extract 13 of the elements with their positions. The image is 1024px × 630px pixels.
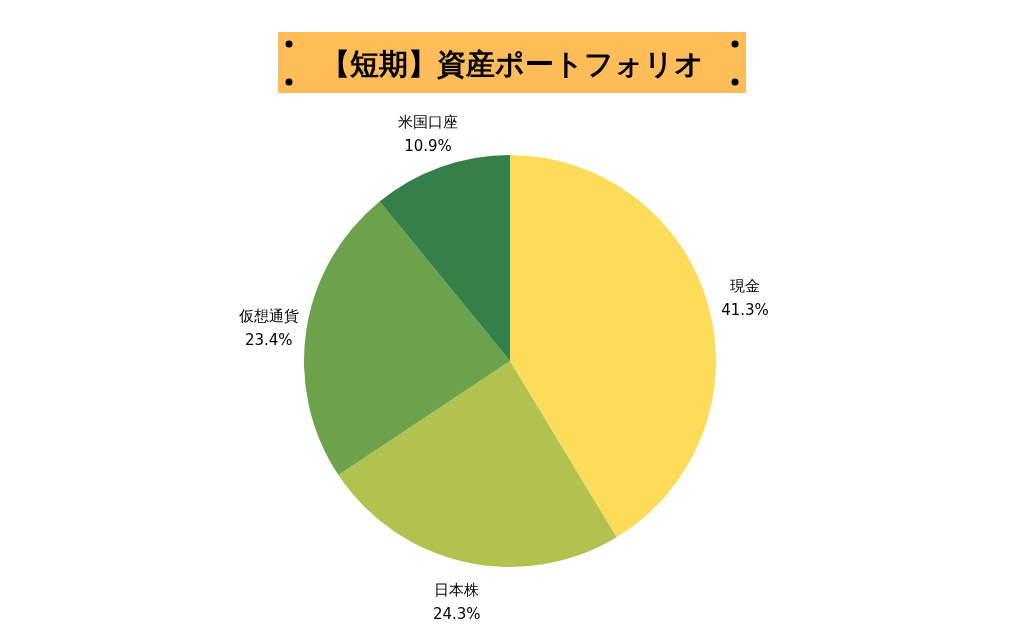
chart-title: 【短期】資産ポートフォリオ xyxy=(320,47,704,81)
pie-slice xyxy=(304,201,510,476)
data-label: 24.3% xyxy=(432,605,481,624)
pie-slice xyxy=(379,155,510,361)
data-label: 23.4% xyxy=(244,330,293,349)
slice-label: 仮想通貨 xyxy=(237,306,299,325)
data-label: 10.9% xyxy=(404,137,452,156)
slice-label: 米国口座 xyxy=(397,113,458,132)
slice-label: 現金 xyxy=(730,277,761,296)
pie-slice xyxy=(338,361,617,567)
data-label: 41.3% xyxy=(721,301,769,320)
pie-slice xyxy=(510,155,716,538)
slice-label: 日本株 xyxy=(434,581,480,600)
